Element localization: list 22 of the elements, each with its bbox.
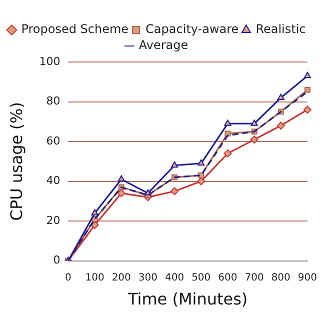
x-axis-title: Time (Minutes) (126, 290, 248, 309)
y-axis-title: CPU usage (%) (6, 102, 26, 221)
x-tick-label: 100 (85, 272, 104, 284)
x-tick-label: 700 (244, 272, 264, 284)
x-tick-label: 600 (218, 272, 238, 284)
y-tick-label: 100 (39, 54, 60, 68)
y-tick-label: 80 (46, 94, 60, 108)
y-tick-label: 0 (53, 254, 60, 267)
x-tick-label: 200 (112, 272, 131, 284)
y-tick-label: 40 (46, 174, 60, 188)
legend-label: Proposed Scheme (21, 22, 129, 36)
legend-label: Average (138, 38, 188, 52)
y-tick-label: 60 (46, 134, 60, 148)
legend-label: Capacity-aware (146, 22, 239, 36)
x-tick-label: 300 (138, 272, 158, 284)
x-tick-label: 400 (164, 272, 184, 284)
x-tick-label: 0 (65, 272, 72, 284)
y-tick-label: 20 (46, 214, 60, 227)
x-tick-label: 500 (192, 272, 211, 284)
x-tick-label: 800 (271, 272, 290, 284)
x-tick-label: 900 (298, 272, 318, 284)
legend-label: Realistic (256, 22, 306, 36)
